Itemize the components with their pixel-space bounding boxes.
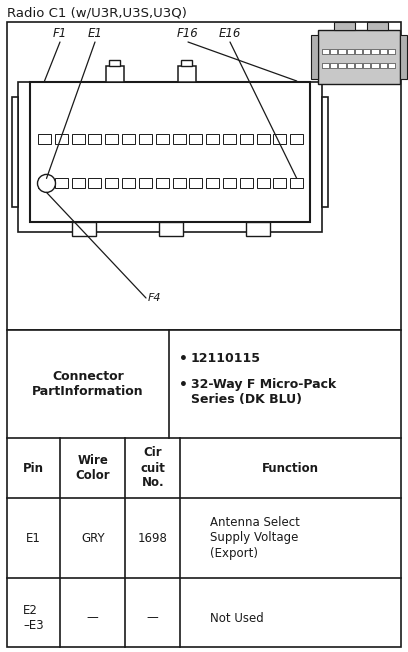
Bar [318, 30, 400, 84]
Text: Connector
PartInformation: Connector PartInformation [32, 370, 144, 398]
Text: Wire
Color: Wire Color [75, 454, 110, 482]
Bar [400, 35, 407, 79]
Bar [89, 179, 102, 188]
Bar [257, 179, 270, 188]
Circle shape [38, 174, 55, 192]
Text: E16: E16 [219, 27, 241, 40]
Bar [388, 63, 395, 68]
Bar [223, 179, 236, 188]
Text: 32-Way F Micro-Pack
Series (DK BLU): 32-Way F Micro-Pack Series (DK BLU) [191, 378, 336, 406]
Text: GRY: GRY [81, 531, 104, 544]
Bar [330, 50, 337, 54]
Bar [173, 134, 186, 143]
Bar [371, 63, 379, 68]
Text: —: — [147, 612, 159, 625]
Bar [55, 179, 68, 188]
Bar [159, 222, 183, 236]
Bar [189, 179, 202, 188]
Text: Pin: Pin [23, 462, 44, 475]
Bar [18, 82, 322, 232]
Bar [89, 134, 102, 143]
Bar [335, 22, 355, 30]
Bar [139, 179, 152, 188]
Bar [347, 50, 354, 54]
Bar [290, 179, 303, 188]
Bar [7, 330, 401, 647]
Bar [371, 50, 379, 54]
Bar [206, 134, 219, 143]
Bar [156, 134, 169, 143]
Bar [379, 50, 387, 54]
Bar [122, 179, 135, 188]
Bar [105, 134, 118, 143]
Text: F4: F4 [148, 293, 162, 303]
Text: F1: F1 [53, 27, 67, 40]
Bar [257, 134, 270, 143]
Text: —: — [87, 612, 99, 625]
Bar [339, 50, 346, 54]
Text: E1: E1 [26, 531, 41, 544]
Text: Not Used: Not Used [211, 612, 264, 625]
Bar [379, 63, 387, 68]
Bar [339, 63, 346, 68]
Text: F16: F16 [177, 27, 199, 40]
Text: 12110115: 12110115 [191, 352, 261, 365]
Bar [311, 35, 318, 79]
Bar [106, 66, 124, 82]
Text: 1698: 1698 [138, 531, 168, 544]
Bar [322, 50, 329, 54]
Bar [156, 179, 169, 188]
Bar [55, 134, 68, 143]
Bar [206, 179, 219, 188]
Bar [109, 60, 120, 66]
Bar [189, 134, 202, 143]
Bar [273, 179, 286, 188]
Bar [173, 179, 186, 188]
Bar [72, 179, 84, 188]
Bar [355, 50, 362, 54]
Bar [182, 60, 193, 66]
Bar [290, 134, 303, 143]
Bar [388, 50, 395, 54]
Bar [273, 134, 286, 143]
Bar [105, 179, 118, 188]
Bar [223, 134, 236, 143]
Bar [363, 50, 370, 54]
Bar [7, 22, 401, 330]
Bar [240, 179, 253, 188]
Text: Radio C1 (w/U3R,U3S,U3Q): Radio C1 (w/U3R,U3S,U3Q) [7, 7, 187, 20]
Bar [122, 134, 135, 143]
Bar [330, 63, 337, 68]
Text: •: • [179, 352, 187, 366]
Bar [38, 179, 51, 188]
Bar [322, 63, 329, 68]
Bar [72, 134, 84, 143]
Text: Cir
cuit
No.: Cir cuit No. [140, 447, 165, 490]
Bar [355, 63, 362, 68]
Bar [363, 63, 370, 68]
Bar [347, 63, 354, 68]
Text: Function: Function [262, 462, 319, 475]
Text: E2
–E3: E2 –E3 [23, 604, 44, 632]
Bar [322, 97, 328, 207]
Bar [38, 134, 51, 143]
Bar [240, 134, 253, 143]
Bar [30, 82, 310, 222]
Bar [246, 222, 270, 236]
Bar [12, 97, 18, 207]
Bar [139, 134, 152, 143]
Bar [72, 222, 96, 236]
Bar [367, 22, 388, 30]
Bar [178, 66, 196, 82]
Text: •: • [179, 378, 187, 392]
Text: Antenna Select
Supply Voltage
(Export): Antenna Select Supply Voltage (Export) [211, 516, 300, 559]
Text: E1: E1 [88, 27, 102, 40]
